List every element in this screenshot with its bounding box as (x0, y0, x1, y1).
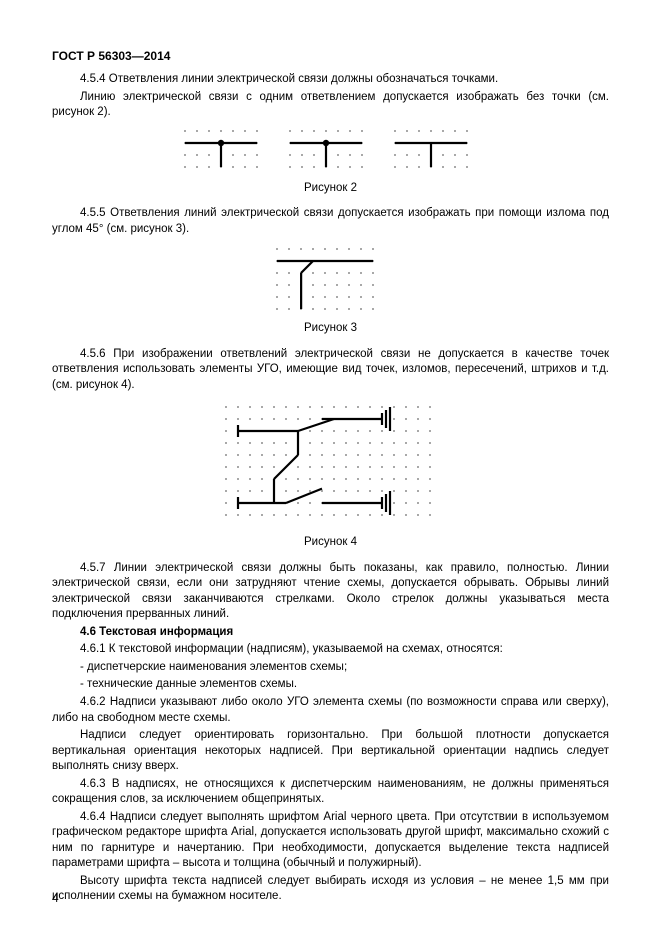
para-4-6-4: 4.6.4 Надписи следует выполнять шрифтом … (52, 810, 609, 872)
para-4-5-4b: Линию электрической связи с одним ответв… (52, 90, 609, 121)
list-item-1: - диспетчерские наименования элементов с… (52, 660, 609, 676)
section-4-6: 4.6 Текстовая информация (52, 625, 609, 641)
para-4-6-4b: Высоту шрифта текста надписей следует вы… (52, 874, 609, 905)
figure-2-caption: Рисунок 2 (52, 181, 609, 197)
para-4-5-7: 4.5.7 Линии электрической связи должны б… (52, 561, 609, 623)
doc-header: ГОСТ Р 56303—2014 (52, 48, 609, 64)
figure-4-caption: Рисунок 4 (52, 535, 609, 551)
para-4-5-5: 4.5.5 Ответвления линий электрической св… (52, 206, 609, 237)
para-4-6-1: 4.6.1 К текстовой информации (надписям),… (52, 642, 609, 658)
figure-3-caption: Рисунок 3 (52, 321, 609, 337)
para-4-6-2: 4.6.2 Надписи указывают либо около УГО э… (52, 695, 609, 726)
figure-3 (52, 243, 609, 315)
para-4-5-4: 4.5.4 Ответвления линии электрической св… (52, 72, 609, 88)
para-4-5-6: 4.5.6 При изображении ответвлений электр… (52, 347, 609, 394)
figure-4 (52, 399, 609, 529)
para-4-6-2b: Надписи следует ориентировать горизонтал… (52, 728, 609, 775)
page-number: 4 (52, 890, 59, 906)
para-4-6-3: 4.6.3 В надписях, не относящихся к диспе… (52, 777, 609, 808)
figure-2 (52, 127, 609, 175)
list-item-2: - технические данные элементов схемы. (52, 677, 609, 693)
